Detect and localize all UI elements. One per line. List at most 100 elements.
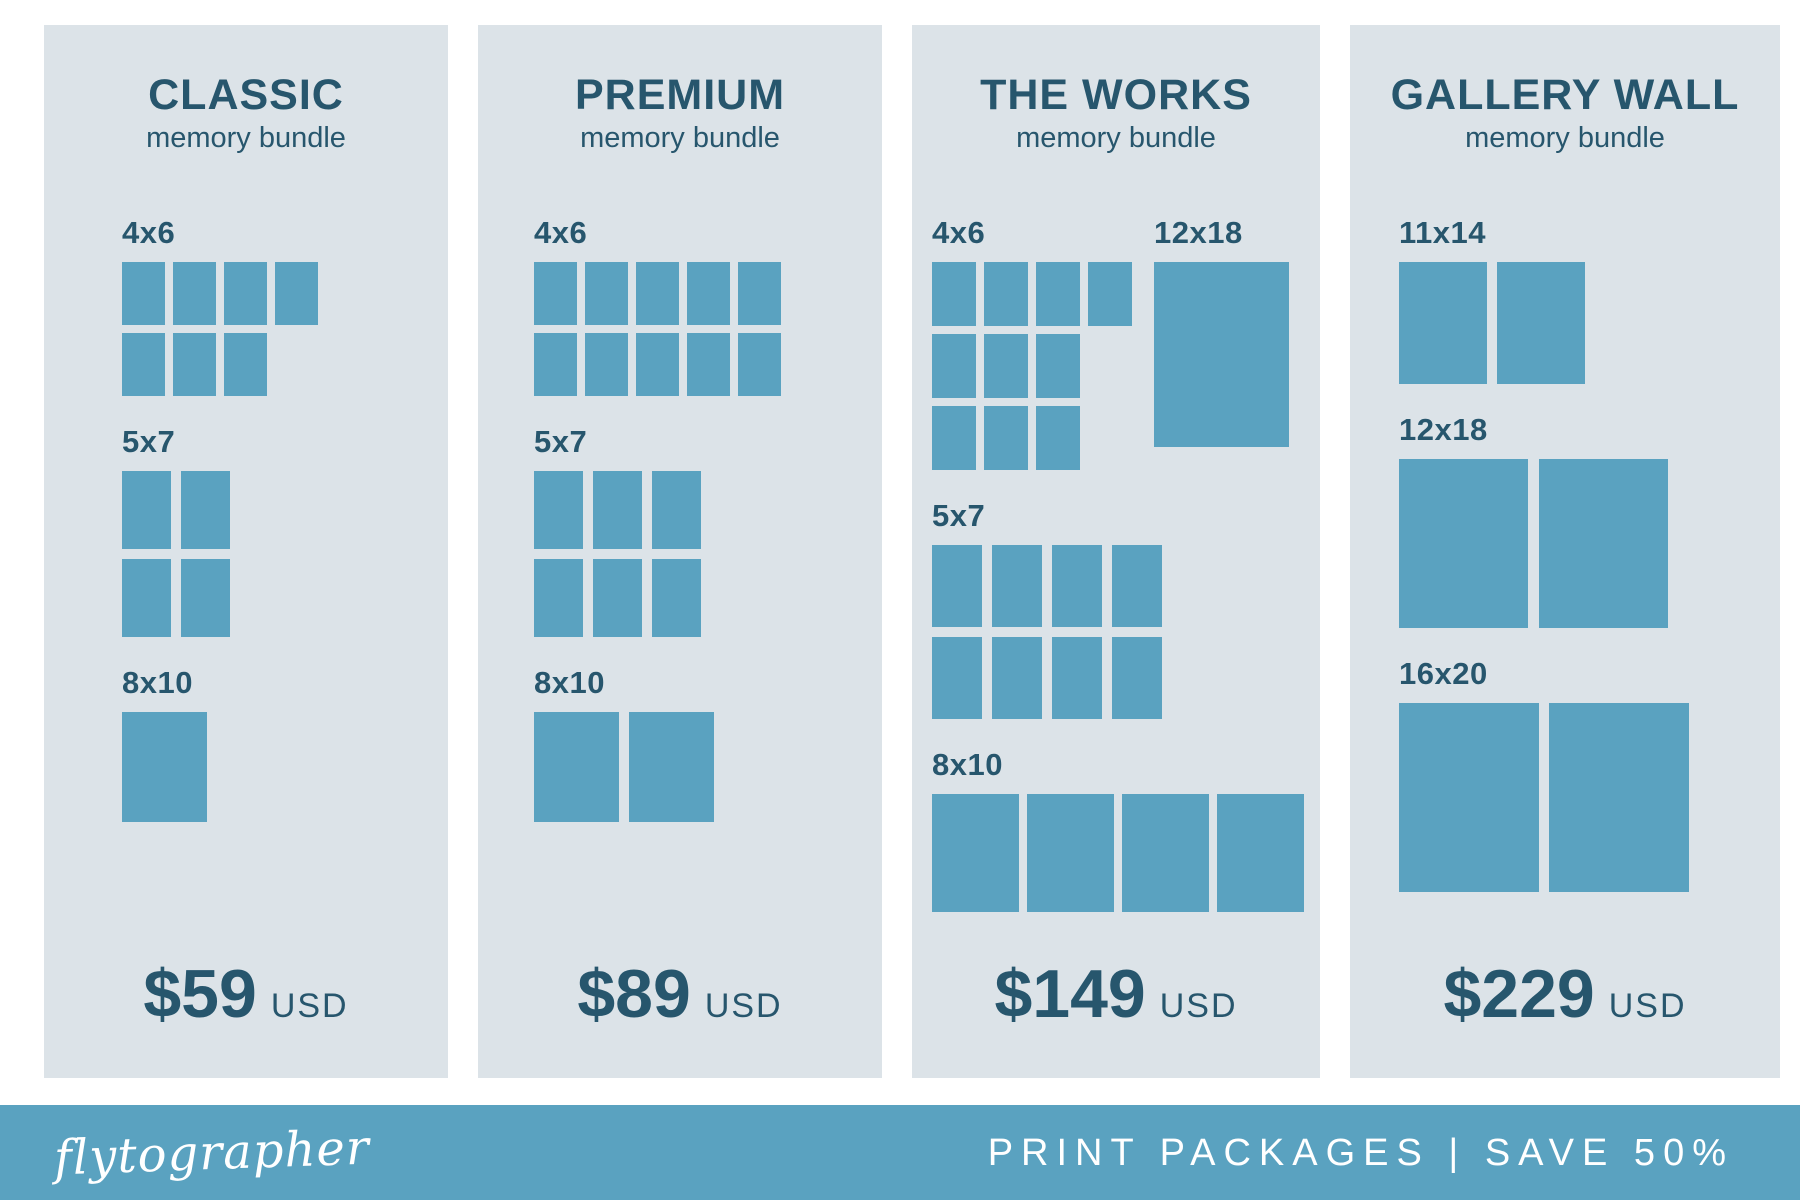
print-grid <box>122 262 318 397</box>
package-header: GALLERY WALL memory bundle <box>1350 71 1780 155</box>
print-swatch-4x6 <box>275 262 318 326</box>
print-swatch-11x14 <box>1497 262 1585 385</box>
print-grid <box>932 545 1162 720</box>
print-grid-row <box>534 262 781 326</box>
print-group-row: 12x18 <box>1399 414 1780 629</box>
print-group-row: 5x7 <box>932 498 1320 720</box>
print-swatch-4x6 <box>585 262 628 326</box>
print-swatch-4x6 <box>932 334 976 399</box>
package-content: 4x6 12x18 5x7 8x10 <box>912 217 1320 913</box>
package-subtitle: memory bundle <box>580 122 780 155</box>
package-title: GALLERY WALL <box>1390 71 1740 119</box>
print-grid-row <box>932 794 1304 913</box>
print-swatch-4x6 <box>224 333 267 397</box>
print-size-label: 5x7 <box>932 498 986 534</box>
print-swatch-4x6 <box>932 262 976 327</box>
print-swatch-5x7 <box>652 471 701 550</box>
print-swatch-12x18 <box>1154 262 1289 448</box>
print-swatch-5x7 <box>181 559 230 638</box>
print-grid-row <box>122 333 318 397</box>
print-grid-row <box>932 262 1132 327</box>
print-swatch-4x6 <box>932 406 976 471</box>
print-swatch-4x6 <box>585 333 628 397</box>
package-title: CLASSIC <box>148 71 344 119</box>
print-group-12x18: 12x18 <box>1399 414 1668 629</box>
print-swatch-4x6 <box>1036 334 1080 399</box>
print-swatch-4x6 <box>636 262 679 326</box>
print-group-11x14: 11x14 <box>1399 217 1585 385</box>
package-subtitle: memory bundle <box>1016 122 1216 155</box>
print-group-row: 5x7 <box>534 424 882 638</box>
print-grid <box>534 712 714 823</box>
print-swatch-4x6 <box>636 333 679 397</box>
print-grid <box>932 794 1304 913</box>
print-grid-row <box>122 262 318 326</box>
print-group-8x10: 8x10 <box>122 665 207 823</box>
print-swatch-4x6 <box>1036 406 1080 471</box>
print-group-row: 16x20 <box>1399 656 1780 893</box>
print-group-4x6: 4x6 <box>932 217 1132 471</box>
package-content: 4x6 5x7 8x10 <box>478 217 882 823</box>
print-group-row: 4x6 <box>534 217 882 397</box>
package-panel-gallery-wall: GALLERY WALL memory bundle 11x14 12x18 16x20… <box>1350 25 1780 1078</box>
print-swatch-4x6 <box>534 262 577 326</box>
print-group-8x10: 8x10 <box>932 749 1304 913</box>
print-swatch-4x6 <box>687 333 730 397</box>
currency-label: USD <box>704 987 783 1025</box>
print-size-label: 5x7 <box>534 424 588 460</box>
print-swatch-4x6 <box>534 333 577 397</box>
print-grid <box>534 262 781 397</box>
print-group-row: 8x10 <box>534 665 882 823</box>
print-group-4x6: 4x6 <box>534 217 781 397</box>
print-swatch-5x7 <box>1052 637 1102 720</box>
print-swatch-4x6 <box>1088 262 1132 327</box>
print-swatch-5x7 <box>652 559 701 638</box>
print-swatch-8x10 <box>629 712 714 823</box>
print-group-row: 8x10 <box>932 749 1320 913</box>
package-panel-premium: PREMIUM memory bundle 4x6 5x7 8x10 $89 USD <box>478 25 882 1078</box>
print-swatch-4x6 <box>984 262 1028 327</box>
print-swatch-16x20 <box>1399 703 1539 893</box>
print-group-5x7: 5x7 <box>534 424 701 638</box>
package-header: PREMIUM memory bundle <box>478 72 882 155</box>
print-swatch-4x6 <box>173 333 216 397</box>
package-price: $229 <box>1443 956 1595 1032</box>
print-grid-row <box>1399 703 1689 893</box>
print-swatch-4x6 <box>122 262 165 326</box>
print-size-label: 8x10 <box>122 665 193 701</box>
print-group-row: 4x6 <box>122 217 448 397</box>
package-price: $59 <box>143 956 257 1032</box>
currency-label: USD <box>1159 987 1238 1025</box>
print-size-label: 8x10 <box>534 665 605 701</box>
flytographer-logo: flytographer <box>53 1119 371 1186</box>
print-swatch-5x7 <box>122 559 171 638</box>
print-swatch-4x6 <box>738 262 781 326</box>
print-grid-row <box>534 471 701 550</box>
print-swatch-4x6 <box>984 406 1028 471</box>
print-group-4x6: 4x6 <box>122 217 318 397</box>
currency-label: USD <box>1608 987 1687 1025</box>
print-group-5x7: 5x7 <box>932 498 1162 720</box>
print-swatch-8x10 <box>122 712 207 823</box>
print-swatch-8x10 <box>932 794 1019 913</box>
package-price-row: $229 USD <box>1350 960 1780 1028</box>
print-swatch-12x18 <box>1399 459 1528 629</box>
print-swatch-5x7 <box>932 545 982 628</box>
print-grid-row <box>932 545 1162 628</box>
print-swatch-8x10 <box>1027 794 1114 913</box>
print-swatch-5x7 <box>992 637 1042 720</box>
print-grid-row <box>122 471 230 550</box>
package-panel-classic: CLASSIC memory bundle 4x6 5x7 8x10 $59 USD <box>44 25 448 1078</box>
package-subtitle: memory bundle <box>1465 122 1665 155</box>
print-swatch-5x7 <box>1052 545 1102 628</box>
print-grid-row <box>122 712 207 823</box>
print-size-label: 16x20 <box>1399 656 1488 692</box>
print-swatch-4x6 <box>224 262 267 326</box>
print-swatch-5x7 <box>1112 545 1162 628</box>
package-header: CLASSIC memory bundle <box>44 71 448 155</box>
print-swatch-8x10 <box>534 712 619 823</box>
print-grid-row <box>1399 459 1668 629</box>
print-swatch-16x20 <box>1549 703 1689 893</box>
package-header: THE WORKS memory bundle <box>912 72 1320 155</box>
print-grid <box>122 712 207 823</box>
